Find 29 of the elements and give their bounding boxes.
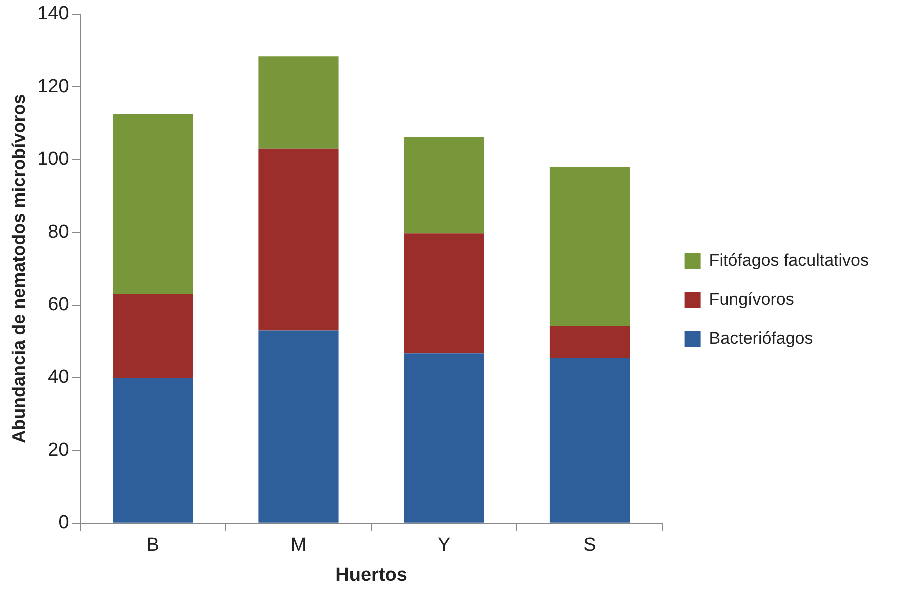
legend-label: Fitófagos facultativos xyxy=(709,251,870,270)
x-tick-label: Y xyxy=(438,535,452,556)
bar xyxy=(404,137,484,234)
legend-label: Fungívoros xyxy=(709,290,794,310)
bar xyxy=(258,330,339,523)
bar xyxy=(550,167,630,326)
y-tick-label: 80 xyxy=(48,222,70,243)
y-tick-label: 120 xyxy=(38,76,70,98)
y-tick-label: 100 xyxy=(38,149,70,170)
bar xyxy=(550,326,630,358)
y-tick-label: 40 xyxy=(48,367,70,388)
bar xyxy=(113,114,194,294)
legend-label: Bacteriófagos xyxy=(709,329,814,348)
x-tick-label: M xyxy=(290,535,307,556)
bar xyxy=(404,354,484,523)
bar xyxy=(258,148,339,331)
bar xyxy=(113,294,194,378)
y-tick-label: 60 xyxy=(48,294,70,316)
y-axis-title: Abundancia de nematodos microbívoros xyxy=(8,94,29,444)
bar xyxy=(550,358,630,523)
bar xyxy=(404,234,484,354)
bar xyxy=(258,56,339,149)
y-tick-label: 0 xyxy=(58,512,70,534)
x-axis-title: Huertos xyxy=(336,564,408,586)
y-tick-label: 20 xyxy=(48,440,70,461)
x-tick-label: S xyxy=(584,535,596,556)
x-tick-label: B xyxy=(146,535,160,556)
y-tick-label: 140 xyxy=(38,4,70,25)
bar xyxy=(113,378,194,523)
